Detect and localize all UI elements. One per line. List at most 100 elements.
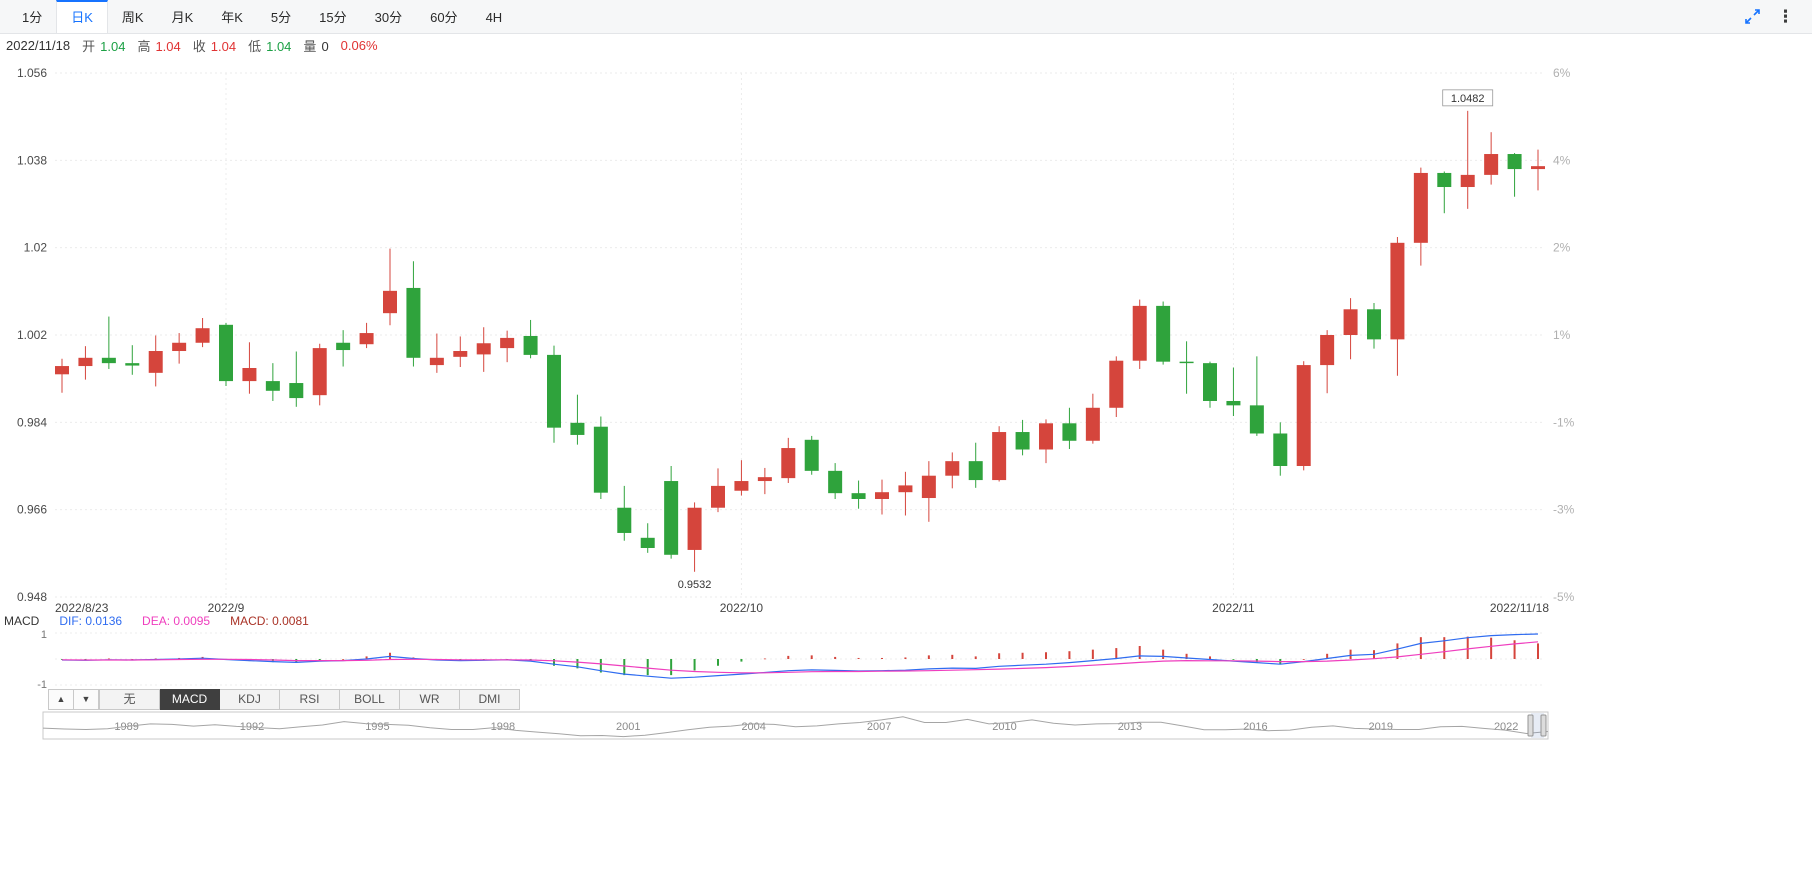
period-tab-5min[interactable]: 5分	[270, 10, 292, 25]
candle-body[interactable]	[336, 342, 351, 351]
candle-body[interactable]	[406, 287, 421, 358]
candle-body[interactable]	[593, 426, 608, 493]
period-tab-weekly-k[interactable]: 周K	[121, 10, 144, 25]
candle-body[interactable]	[734, 481, 749, 491]
period-tab-monthly-k[interactable]: 月K	[171, 10, 194, 25]
candle-body[interactable]	[242, 367, 257, 382]
candle-body[interactable]	[383, 290, 397, 314]
period-tab-15min[interactable]: 15分	[319, 10, 347, 25]
candle-body[interactable]	[968, 461, 983, 481]
period-tab-60min[interactable]: 60分	[430, 10, 458, 25]
candle-body[interactable]	[359, 333, 374, 345]
candle-body[interactable]	[1109, 360, 1124, 408]
candle-body[interactable]	[570, 422, 585, 435]
candle-body[interactable]	[945, 461, 960, 476]
candle-body[interactable]	[757, 477, 772, 482]
period-tab-yearly-k[interactable]: 年K	[221, 10, 243, 25]
scroll-up-button[interactable]: ▲	[48, 689, 74, 710]
period-tab-daily-k[interactable]: 日K	[56, 0, 108, 33]
candle-body[interactable]	[1531, 166, 1545, 170]
candle-body[interactable]	[664, 481, 679, 555]
candle-body[interactable]	[687, 507, 702, 550]
percent-axis-label: 4%	[1553, 153, 1571, 167]
date-label: 2022/11	[1212, 601, 1255, 615]
candle-body[interactable]	[828, 470, 843, 494]
candle-body[interactable]	[1015, 432, 1030, 450]
candle-body[interactable]	[875, 492, 889, 499]
candle-body[interactable]	[195, 328, 210, 343]
candle-body[interactable]	[1156, 305, 1171, 362]
candle-body[interactable]	[1437, 172, 1452, 188]
period-tab-1min[interactable]: 1分	[22, 10, 43, 25]
candle-body[interactable]	[921, 475, 936, 499]
candle-body[interactable]	[1343, 309, 1358, 335]
navigator-handle-left[interactable]	[1527, 714, 1534, 737]
indicator-tab-rsi[interactable]: RSI	[280, 689, 340, 710]
candle-body[interactable]	[1507, 154, 1522, 170]
candle-body[interactable]	[547, 354, 561, 428]
candle-body[interactable]	[1249, 405, 1264, 434]
candle-body[interactable]	[500, 337, 515, 349]
indicator-tab-dmi[interactable]: DMI	[460, 689, 520, 710]
candle-body[interactable]	[78, 357, 93, 367]
candle-body[interactable]	[851, 493, 866, 499]
macd-histogram-bar	[1091, 649, 1094, 659]
candle-body[interactable]	[1226, 400, 1241, 406]
candle-body[interactable]	[1484, 154, 1499, 175]
candle-body[interactable]	[476, 343, 491, 355]
candle-body[interactable]	[1085, 407, 1100, 441]
candle-body[interactable]	[1203, 363, 1217, 401]
candle-body[interactable]	[617, 507, 632, 533]
macd-histogram-bar	[553, 659, 555, 666]
candle-body[interactable]	[1367, 309, 1381, 340]
candle-body[interactable]	[289, 383, 304, 399]
candle-body[interactable]	[172, 342, 187, 352]
candle-body[interactable]	[1132, 305, 1147, 361]
candle-body[interactable]	[219, 324, 233, 382]
macd-chart[interactable]: 1 -1	[0, 629, 1812, 689]
navigator-handle-right[interactable]	[1540, 714, 1547, 737]
expand-icon[interactable]	[1744, 8, 1761, 25]
candle-body[interactable]	[55, 366, 69, 375]
macd-histogram-bar	[1045, 652, 1047, 659]
candle-body[interactable]	[1179, 361, 1194, 364]
scroll-down-button[interactable]: ▼	[74, 689, 99, 710]
macd-histogram-bar	[1021, 652, 1024, 659]
candle-body[interactable]	[312, 348, 327, 396]
candle-body[interactable]	[711, 485, 725, 508]
indicator-tab-boll[interactable]: BOLL	[340, 689, 400, 710]
more-menu-icon[interactable]: ⋮	[1777, 7, 1794, 26]
candle-body[interactable]	[1273, 433, 1288, 466]
candle-body[interactable]	[781, 448, 796, 479]
candle-body[interactable]	[640, 537, 655, 548]
candle-body[interactable]	[1390, 242, 1405, 340]
candle-body[interactable]	[101, 357, 116, 364]
timeline-navigator[interactable]: 1989 1992 1995 1998 2001 2004 2007 2010 2013 2016…	[0, 711, 1812, 741]
candle-body[interactable]	[148, 351, 163, 373]
candle-body[interactable]	[1296, 365, 1311, 466]
candle-body[interactable]	[804, 439, 819, 471]
expand-arrowhead-ne	[1755, 9, 1760, 14]
candle-body[interactable]	[265, 381, 280, 391]
indicator-tab-none[interactable]: 无	[99, 689, 160, 710]
candle-body[interactable]	[125, 363, 140, 366]
candle-body[interactable]	[1413, 172, 1428, 243]
candle-body[interactable]	[992, 432, 1007, 481]
macd-histogram-bar	[881, 657, 883, 659]
candle-body[interactable]	[1320, 334, 1335, 366]
candlestick-chart[interactable]: 1.056 1.038 1.02 1.002 0.984 0.966 0.948 6% 4% 2%…	[0, 56, 1812, 616]
candle-body[interactable]	[453, 351, 468, 357]
candle-body[interactable]	[523, 335, 538, 355]
indicator-tab-wr[interactable]: WR	[400, 689, 460, 710]
indicator-tab-kdj[interactable]: KDJ	[220, 689, 280, 710]
candle-body[interactable]	[1062, 423, 1077, 441]
period-tab-4h[interactable]: 4H	[485, 10, 503, 25]
indicator-tab-macd[interactable]: MACD	[160, 689, 220, 710]
candle-body[interactable]	[898, 485, 913, 493]
candle-body[interactable]	[1039, 423, 1053, 450]
percent-axis-label: -1%	[1553, 415, 1575, 429]
period-tab-30min[interactable]: 30分	[374, 10, 403, 25]
candle-body[interactable]	[429, 357, 444, 366]
candle-body[interactable]	[1460, 174, 1475, 188]
macd-histogram-bar	[834, 656, 837, 659]
